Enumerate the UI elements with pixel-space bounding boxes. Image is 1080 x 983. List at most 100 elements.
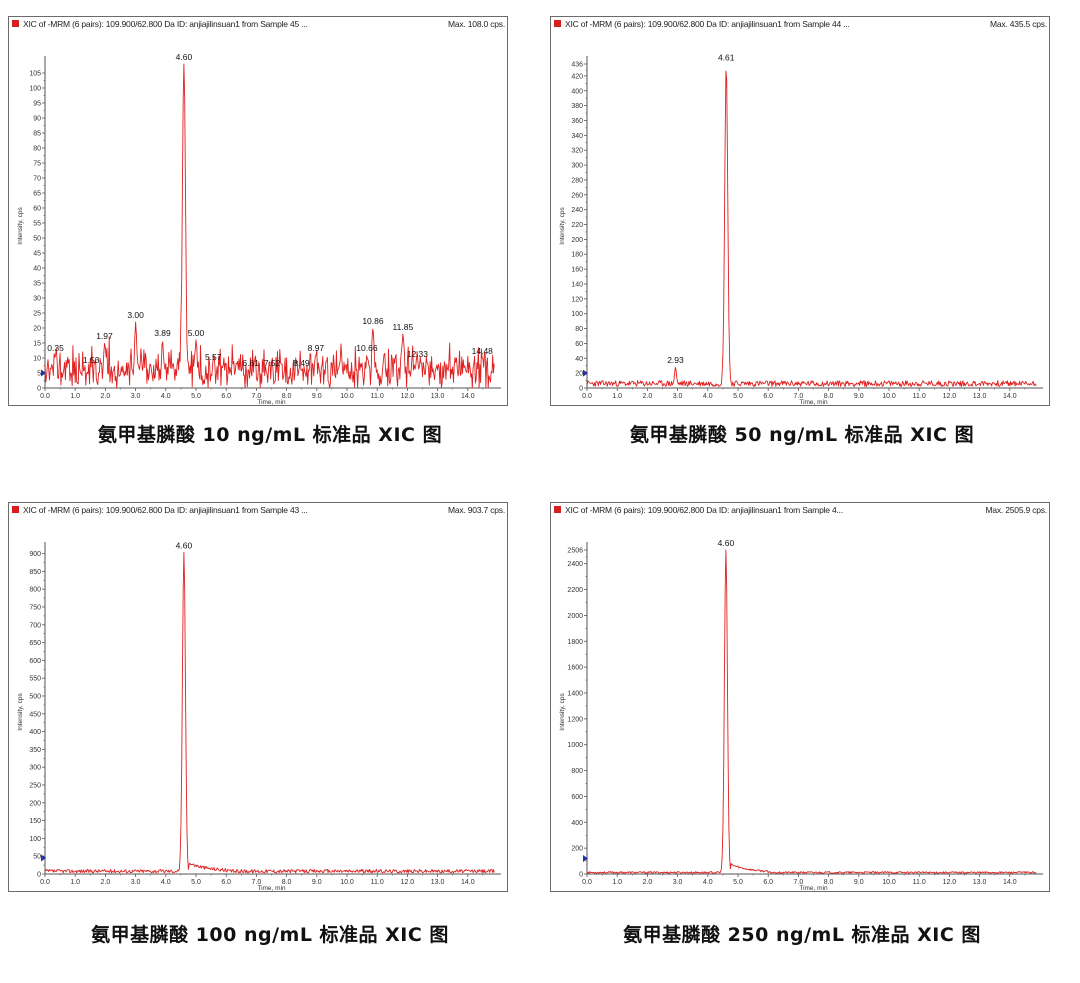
x-tick-label: 5.0 bbox=[191, 879, 201, 886]
x-tick-label: 8.0 bbox=[282, 393, 292, 400]
chart-header: XIC of -MRM (6 pairs): 109.900/62.800 Da… bbox=[550, 18, 1050, 32]
y-tick-label: 1000 bbox=[567, 742, 583, 749]
x-tick-label: 3.0 bbox=[131, 879, 141, 886]
chart-frame bbox=[8, 16, 508, 406]
y-marker-icon bbox=[583, 369, 588, 377]
y-tick-label: 800 bbox=[571, 768, 583, 775]
x-tick-label: 13.0 bbox=[973, 393, 987, 400]
peak-label: 8.49 bbox=[293, 358, 310, 368]
chart-panel-10ng: XIC of -MRM (6 pairs): 109.900/62.800 Da… bbox=[8, 16, 508, 406]
y-marker-icon bbox=[583, 854, 588, 862]
x-tick-label: 3.0 bbox=[131, 393, 141, 400]
xic-trace-line bbox=[586, 549, 1037, 874]
xic-trace-line bbox=[44, 63, 495, 389]
y-tick-label: 65 bbox=[33, 191, 41, 198]
y-axis-label: Intensity, cps bbox=[17, 207, 24, 245]
x-tick-label: 0.0 bbox=[40, 879, 50, 886]
chart-frame bbox=[8, 502, 508, 892]
x-tick-label: 7.0 bbox=[794, 393, 804, 400]
y-tick-label: 40 bbox=[575, 356, 583, 363]
peak-label: 5.57 bbox=[205, 352, 222, 362]
y-tick-label: 350 bbox=[29, 747, 41, 754]
y-marker-icon bbox=[41, 369, 46, 377]
xic-trace-line bbox=[586, 70, 1037, 387]
y-tick-label: 400 bbox=[29, 729, 41, 736]
chart-header-text: XIC of -MRM (6 pairs): 109.900/62.800 Da… bbox=[23, 19, 308, 29]
x-tick-label: 0.0 bbox=[40, 393, 50, 400]
caption-100ng: 氨甲基膦酸 100 ng/mL 标准品 XIC 图 bbox=[91, 924, 449, 946]
series-swatch bbox=[12, 20, 19, 27]
chart-max-label: Max. 435.5 cps. bbox=[989, 19, 1047, 29]
y-tick-label: 55 bbox=[33, 221, 41, 228]
y-tick-label: 40 bbox=[33, 266, 41, 273]
x-tick-label: 14.0 bbox=[461, 879, 475, 886]
y-tick-label: 250 bbox=[29, 782, 41, 789]
x-tick-label: 7.0 bbox=[794, 879, 804, 886]
chart-header: XIC of -MRM (6 pairs): 109.900/62.800 Da… bbox=[8, 504, 508, 518]
peak-label: 4.61 bbox=[718, 53, 735, 63]
y-tick-label: 0 bbox=[37, 386, 41, 393]
y-tick-label: 180 bbox=[571, 252, 583, 259]
x-tick-label: 11.0 bbox=[371, 879, 384, 886]
y-tick-label: 160 bbox=[571, 267, 583, 274]
peak-label: 10.86 bbox=[362, 316, 384, 326]
x-tick-label: 11.0 bbox=[371, 393, 384, 400]
chart-frame bbox=[550, 502, 1050, 892]
y-tick-label: 1200 bbox=[567, 716, 583, 723]
x-tick-label: 10.0 bbox=[340, 393, 354, 400]
y-tick-label: 2000 bbox=[567, 613, 583, 620]
caption-250ng: 氨甲基膦酸 250 ng/mL 标准品 XIC 图 bbox=[623, 924, 981, 946]
peak-label: 3.00 bbox=[127, 310, 144, 320]
chart-header-text: XIC of -MRM (6 pairs): 109.900/62.800 Da… bbox=[23, 505, 308, 515]
peak-label: 7.52 bbox=[264, 358, 281, 368]
series-swatch bbox=[554, 20, 561, 27]
y-tick-label: 80 bbox=[33, 146, 41, 153]
chart-panel-250ng: XIC of -MRM (6 pairs): 109.900/62.800 Da… bbox=[550, 502, 1050, 892]
y-tick-label: 45 bbox=[33, 251, 41, 258]
chart-header: XIC of -MRM (6 pairs): 109.900/62.800 Da… bbox=[550, 504, 1050, 518]
x-tick-label: 6.0 bbox=[221, 393, 231, 400]
x-tick-label: 3.0 bbox=[673, 879, 683, 886]
x-tick-label: 13.0 bbox=[973, 879, 987, 886]
x-tick-label: 14.0 bbox=[1003, 393, 1017, 400]
y-tick-label: 105 bbox=[29, 71, 41, 78]
y-tick-label: 1800 bbox=[567, 639, 583, 646]
y-tick-label: 85 bbox=[33, 131, 41, 138]
y-tick-label: 35 bbox=[33, 281, 41, 288]
x-tick-label: 13.0 bbox=[431, 393, 445, 400]
y-tick-label: 100 bbox=[29, 86, 41, 93]
x-tick-label: 8.0 bbox=[824, 879, 834, 886]
peak-label: 8.97 bbox=[308, 343, 325, 353]
y-axis-label: Intensity, cps bbox=[17, 693, 24, 731]
x-tick-label: 14.0 bbox=[1003, 879, 1017, 886]
y-tick-label: 900 bbox=[29, 551, 41, 558]
peak-label: 4.60 bbox=[176, 540, 193, 550]
y-tick-label: 90 bbox=[33, 116, 41, 123]
chart-header: XIC of -MRM (6 pairs): 109.900/62.800 Da… bbox=[8, 18, 508, 32]
x-tick-label: 4.0 bbox=[703, 393, 713, 400]
y-tick-label: 2200 bbox=[567, 587, 583, 594]
x-tick-label: 14.0 bbox=[461, 393, 475, 400]
y-tick-label: 20 bbox=[575, 371, 583, 378]
x-tick-label: 13.0 bbox=[431, 879, 445, 886]
y-tick-label: 1400 bbox=[567, 690, 583, 697]
x-tick-label: 2.0 bbox=[101, 879, 111, 886]
x-tick-label: 0.0 bbox=[582, 393, 592, 400]
x-tick-label: 1.0 bbox=[612, 393, 622, 400]
y-tick-label: 50 bbox=[33, 236, 41, 243]
x-tick-label: 9.0 bbox=[312, 393, 322, 400]
y-tick-label: 650 bbox=[29, 640, 41, 647]
x-tick-label: 10.0 bbox=[882, 879, 896, 886]
y-tick-label: 30 bbox=[33, 296, 41, 303]
peak-label: 10.66 bbox=[356, 343, 378, 353]
xic-plot-50ng: 0 20 40 60 80 100 120 140 160 180 200 220 240 260 280 3… bbox=[559, 53, 1043, 406]
peak-label: 5.00 bbox=[188, 328, 205, 338]
caption-10ng: 氨甲基膦酸 10 ng/mL 标准品 XIC 图 bbox=[97, 424, 443, 446]
x-tick-label: 9.0 bbox=[854, 393, 864, 400]
x-tick-label: 12.0 bbox=[943, 879, 957, 886]
y-tick-label: 0 bbox=[579, 386, 583, 393]
chart-max-label: Max. 2505.9 cps. bbox=[985, 505, 1047, 515]
y-tick-label: 420 bbox=[571, 73, 583, 80]
xic-plot-100ng: 0 50 100 150 200 250 300 350 400 450 500 550 600 650 7… bbox=[17, 540, 501, 892]
y-tick-label: 280 bbox=[571, 177, 583, 184]
